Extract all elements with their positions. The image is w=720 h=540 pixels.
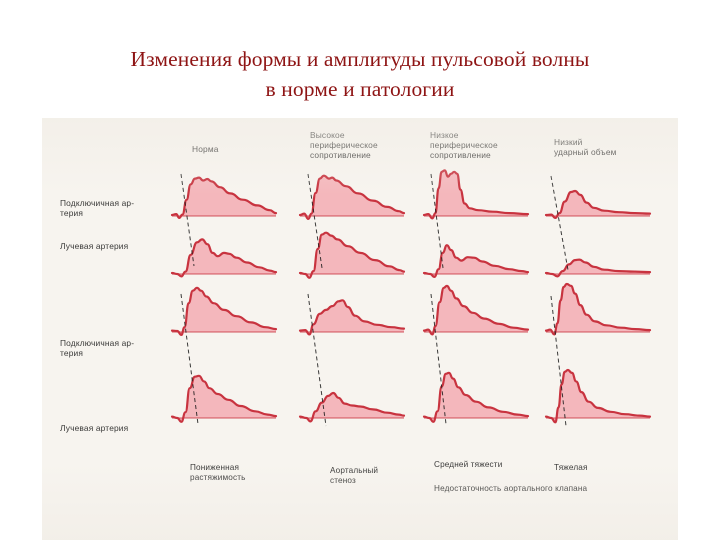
waveform-trace: [544, 368, 652, 424]
waveform-trace: [298, 231, 406, 279]
waveform-trace: [170, 238, 278, 278]
waveform-fill: [172, 177, 276, 218]
waveform-trace: [170, 374, 278, 423]
waveform-stroke: [170, 238, 278, 278]
waveform-fill: [546, 191, 650, 218]
caption-reduced-compliance: Пониженная растяжимость: [190, 463, 246, 483]
waveform-fill: [300, 300, 404, 335]
waveform-trace: [422, 169, 530, 220]
waveform-fill: [300, 232, 404, 278]
waveform-trace: [298, 391, 406, 423]
column-header-low-resistance: Низкое периферическое сопротивление: [430, 130, 498, 161]
waveform-cell-r3c3: [544, 368, 652, 426]
title-line-1: Изменения формы и амплитуды пульсовой во…: [130, 47, 590, 71]
waveform-cell-r2c3: [544, 282, 652, 340]
caption-severe: Тяжелая: [554, 463, 588, 472]
waveform-stroke: [544, 258, 652, 278]
figure-panel: Норма Высокое периферическое сопротивлен…: [42, 118, 678, 540]
waveform-trace: [422, 284, 530, 336]
waveform-fill: [424, 285, 528, 335]
waveform-fill: [300, 393, 404, 422]
waveform-cell-r1c0: [170, 224, 278, 282]
waveform-fill: [546, 284, 650, 335]
waveform-cell-r2c1: [298, 282, 406, 340]
waveform-cell-r0c1: [298, 166, 406, 224]
waveform-fill: [424, 170, 528, 219]
waveform-cell-r0c0: [170, 166, 278, 224]
waveform-trace: [170, 286, 278, 336]
waveform-trace: [544, 258, 652, 278]
caption-aortic-stenosis: Аортальный стеноз: [330, 466, 379, 486]
waveform-trace: [170, 176, 278, 219]
waveform-cell-r3c2: [422, 368, 530, 426]
row-label-radial-artery-top: Лучевая артерия: [60, 241, 129, 251]
waveform-trace: [544, 282, 652, 336]
waveform-cell-r1c2: [422, 224, 530, 282]
waveform-fill: [300, 175, 404, 219]
waveform-stroke: [422, 244, 530, 278]
waveform-stroke: [298, 231, 406, 279]
waveform-trace: [298, 299, 406, 336]
waveform-trace: [422, 244, 530, 278]
waveform-trace: [544, 189, 652, 219]
column-header-high-resistance: Высокое периферическое сопротивление: [310, 130, 378, 161]
waveform-fill: [424, 245, 528, 277]
caption-moderate-severity: Средней тяжести: [434, 460, 503, 469]
row-label-subclavian-artery-bottom: Подключичная ар- терия: [60, 338, 135, 359]
caption-aortic-regurgitation-group: Недостаточность аортального клапана: [434, 484, 588, 493]
title-line-2: в норме и патологии: [265, 77, 455, 101]
waveform-cell-r2c0: [170, 282, 278, 340]
waveform-trace: [422, 371, 530, 423]
waveform-cell-r0c2: [422, 166, 530, 224]
waveform-cell-r3c1: [298, 368, 406, 426]
column-header-norm: Норма: [192, 144, 219, 154]
waveform-cell-r3c0: [170, 368, 278, 426]
waveform-cell-r0c3: [544, 166, 652, 224]
waveform-fill: [172, 239, 276, 277]
page-title: Изменения формы и амплитуды пульсовой во…: [0, 44, 720, 104]
waveform-cell-r1c3: [544, 224, 652, 282]
waveform-fill: [546, 370, 650, 423]
waveform-fill: [424, 372, 528, 422]
waveform-trace: [298, 174, 406, 220]
waveform-cell-r2c2: [422, 282, 530, 340]
column-header-low-stroke-volume: Низкий ударный объем: [554, 137, 617, 158]
row-label-subclavian-artery-top: Подключичная ар- терия: [60, 198, 135, 219]
row-label-radial-artery-bottom: Лучевая артерия: [60, 423, 129, 433]
waveform-cell-r1c1: [298, 224, 406, 282]
